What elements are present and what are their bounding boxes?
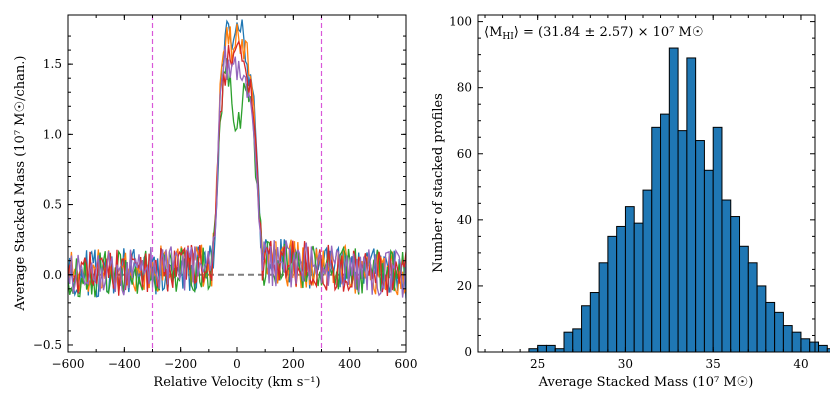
- line-y-tick-label: 1.5: [43, 57, 62, 71]
- histogram-bar: [774, 311, 784, 353]
- line-plot-frame: [67, 14, 407, 353]
- line-chart-y-label: Average Stacked Mass (10⁷ M☉/chan.): [13, 55, 28, 311]
- histogram-bar: [642, 189, 653, 353]
- histogram-bars: [528, 47, 830, 353]
- histogram-bar: [730, 216, 741, 353]
- histogram-bar: [756, 285, 767, 353]
- histogram-bar: [721, 199, 732, 353]
- histogram-y-label: Number of stacked profiles: [431, 93, 446, 273]
- line-x-tick-label: −600: [52, 357, 85, 371]
- histogram-bar: [747, 262, 758, 353]
- histogram-bar: [581, 305, 591, 353]
- histogram-ticks: 25 30 35 40 0 20 40 60 80 100: [449, 15, 815, 371]
- histogram-bar: [651, 126, 662, 353]
- histogram-bar: [563, 331, 574, 353]
- histogram-bar: [765, 301, 776, 353]
- line-x-tick-label: 0: [233, 357, 241, 371]
- line-chart-ticks: −600 −400 −200 0 200 400 600 −0.5 0.0 0.5 1.0 1.5: [33, 15, 418, 371]
- line-x-tick-label: 400: [338, 357, 361, 371]
- histogram-bar: [598, 262, 609, 353]
- line-y-tick-label: 1.0: [43, 127, 62, 141]
- line-x-tick-label: −400: [108, 357, 141, 371]
- line-chart-x-label: Relative Velocity (km s⁻¹): [153, 375, 320, 390]
- hist-x-tick-label: 35: [706, 357, 721, 371]
- line-x-tick-label: −200: [164, 357, 197, 371]
- line-plot-area: [68, 15, 406, 352]
- histogram-bar: [818, 344, 828, 353]
- histogram-bar: [695, 140, 705, 353]
- line-chart-panel: −600 −400 −200 0 200 400 600 −0.5 0.0 0.5 1.0 1.5 R…: [13, 14, 418, 390]
- histogram-bar: [686, 57, 697, 353]
- histogram-bar: [668, 47, 679, 353]
- histogram-bar: [739, 245, 749, 353]
- hist-x-tick-label: 40: [793, 357, 808, 371]
- hist-y-tick-label: 20: [457, 279, 472, 293]
- histogram-bar: [589, 292, 600, 353]
- line-y-tick-label: 0.5: [43, 198, 62, 212]
- hist-x-tick-label: 30: [618, 357, 633, 371]
- histogram-bar: [572, 328, 583, 353]
- histogram-bar: [809, 341, 820, 353]
- histogram-bar: [782, 325, 793, 353]
- hist-y-tick-label: 0: [464, 345, 472, 359]
- histogram-bar: [677, 130, 688, 353]
- mean-mass-annotation: ⟨MHI⟩ = (31.84 ± 2.57) × 10⁷ M☉: [484, 25, 704, 42]
- histogram-frame: [477, 14, 816, 353]
- line-y-tick-label: 0.0: [43, 268, 62, 282]
- histogram-bar: [791, 331, 802, 353]
- histogram-bar: [712, 126, 723, 353]
- histogram-bar: [703, 169, 714, 353]
- histogram-bar: [826, 348, 830, 353]
- line-y-tick-label: −0.5: [33, 338, 62, 352]
- profile-series-3: [68, 40, 406, 297]
- histogram-bar: [545, 344, 556, 353]
- histogram-bar: [660, 113, 670, 353]
- hist-y-tick-label: 80: [457, 81, 472, 95]
- histogram-panel: 25 30 35 40 0 20 40 60 80 100 ⟨MHI⟩ = (31.84 ± 2.…: [431, 14, 830, 390]
- histogram-bar: [800, 338, 811, 353]
- line-x-tick-label: 600: [395, 357, 418, 371]
- histogram-bar: [633, 222, 644, 353]
- histogram-x-label: Average Stacked Mass (10⁷ M☉): [538, 375, 754, 390]
- line-x-tick-label: 200: [282, 357, 305, 371]
- histogram-bar: [537, 344, 547, 353]
- histogram-bar: [616, 225, 626, 353]
- hist-y-tick-label: 60: [457, 147, 472, 161]
- hist-x-tick-label: 25: [530, 357, 545, 371]
- hist-y-tick-label: 40: [457, 213, 472, 227]
- histogram-bar: [607, 235, 618, 353]
- histogram-bar: [624, 206, 635, 353]
- profile-series-4: [68, 45, 406, 298]
- hist-y-tick-label: 100: [449, 15, 472, 29]
